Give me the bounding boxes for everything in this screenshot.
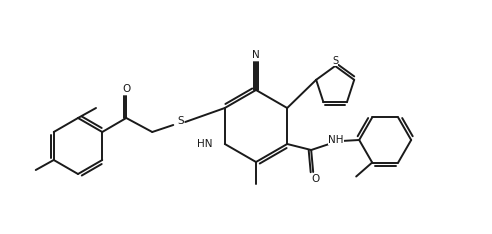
Text: N: N	[252, 50, 260, 60]
Text: S: S	[177, 116, 184, 126]
Text: O: O	[122, 84, 130, 94]
Text: HN: HN	[197, 139, 213, 149]
Text: NH: NH	[329, 135, 344, 145]
Text: S: S	[332, 56, 338, 66]
Text: O: O	[311, 174, 319, 184]
